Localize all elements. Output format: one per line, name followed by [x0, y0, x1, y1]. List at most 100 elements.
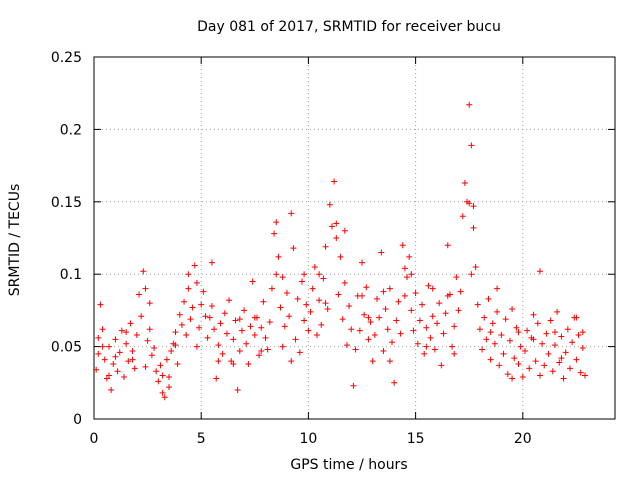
data-point — [328, 223, 335, 230]
data-point — [275, 253, 282, 260]
data-point — [511, 355, 518, 362]
data-point — [185, 285, 192, 292]
data-point — [148, 352, 155, 359]
data-point — [166, 384, 173, 391]
data-point — [309, 285, 316, 292]
data-point — [410, 327, 417, 334]
data-point — [333, 220, 340, 227]
x-tick-label-1: 5 — [197, 431, 206, 447]
data-point — [187, 316, 194, 323]
data-point — [431, 346, 438, 353]
data-point — [206, 314, 213, 321]
data-point — [579, 329, 586, 336]
data-point — [95, 334, 102, 341]
data-point — [236, 347, 243, 354]
data-point — [118, 327, 125, 334]
data-point — [193, 279, 200, 286]
data-point — [129, 347, 136, 354]
data-point — [234, 387, 241, 394]
x-tick-label-3: 15 — [407, 431, 425, 447]
data-point — [369, 358, 376, 365]
data-point — [365, 336, 372, 343]
data-point — [341, 279, 348, 286]
data-point — [279, 274, 286, 281]
data-point — [425, 282, 432, 289]
data-point — [238, 327, 245, 334]
data-point — [494, 308, 501, 315]
data-point — [123, 340, 130, 347]
data-point — [359, 292, 366, 299]
x-axis-label: GPS time / hours — [290, 457, 407, 473]
data-point — [198, 301, 205, 308]
data-point — [530, 311, 537, 318]
data-point — [155, 378, 162, 385]
x-tick-label-0: 0 — [90, 431, 99, 447]
data-point — [391, 379, 398, 386]
data-point — [434, 320, 441, 327]
data-point — [219, 350, 226, 357]
data-point — [230, 336, 237, 343]
data-point — [286, 313, 293, 320]
data-point — [539, 340, 546, 347]
data-point — [99, 343, 106, 350]
data-point — [459, 213, 466, 220]
data-point — [146, 326, 153, 333]
data-point — [305, 327, 312, 334]
data-point — [116, 349, 123, 356]
data-point — [438, 362, 445, 369]
data-point — [436, 300, 443, 307]
data-point — [337, 253, 344, 260]
x-tick-label-4: 20 — [514, 431, 532, 447]
data-point — [455, 307, 462, 314]
data-point — [560, 375, 567, 382]
data-point — [397, 330, 404, 337]
data-point — [408, 271, 415, 278]
data-point — [144, 337, 151, 344]
data-point — [99, 326, 106, 333]
data-point — [575, 332, 582, 339]
data-point — [106, 372, 113, 379]
data-point — [352, 346, 359, 353]
data-point — [515, 329, 522, 336]
data-point — [453, 274, 460, 281]
data-point — [335, 291, 342, 298]
data-point — [374, 295, 381, 302]
data-point — [423, 324, 430, 331]
data-point — [494, 285, 501, 292]
data-point — [125, 358, 132, 365]
data-point — [421, 350, 428, 357]
plot-frame — [93, 56, 616, 420]
data-point — [142, 363, 149, 370]
data-point — [429, 285, 436, 292]
data-point — [562, 349, 569, 356]
y-tick-label-3: 0.15 — [51, 195, 82, 211]
data-point — [313, 332, 320, 339]
data-point — [558, 333, 565, 340]
data-point — [408, 307, 415, 314]
data-point — [273, 271, 280, 278]
data-point — [178, 321, 185, 328]
data-point — [382, 305, 389, 312]
data-point — [153, 368, 160, 375]
data-point — [236, 316, 243, 323]
data-point — [440, 330, 447, 337]
data-point — [101, 356, 108, 363]
data-point — [138, 313, 145, 320]
data-point — [324, 305, 331, 312]
data-point — [159, 372, 166, 379]
data-point — [211, 326, 218, 333]
data-point — [112, 336, 119, 343]
data-point — [461, 179, 468, 186]
data-point — [361, 311, 368, 318]
data-point — [303, 301, 310, 308]
data-point — [168, 347, 175, 354]
data-point — [406, 253, 413, 260]
data-point — [519, 374, 526, 381]
data-point — [429, 313, 436, 320]
data-point — [258, 347, 265, 354]
data-point — [301, 271, 308, 278]
data-point — [215, 342, 222, 349]
data-point — [569, 339, 576, 346]
data-point — [166, 374, 173, 381]
data-point — [479, 346, 486, 353]
